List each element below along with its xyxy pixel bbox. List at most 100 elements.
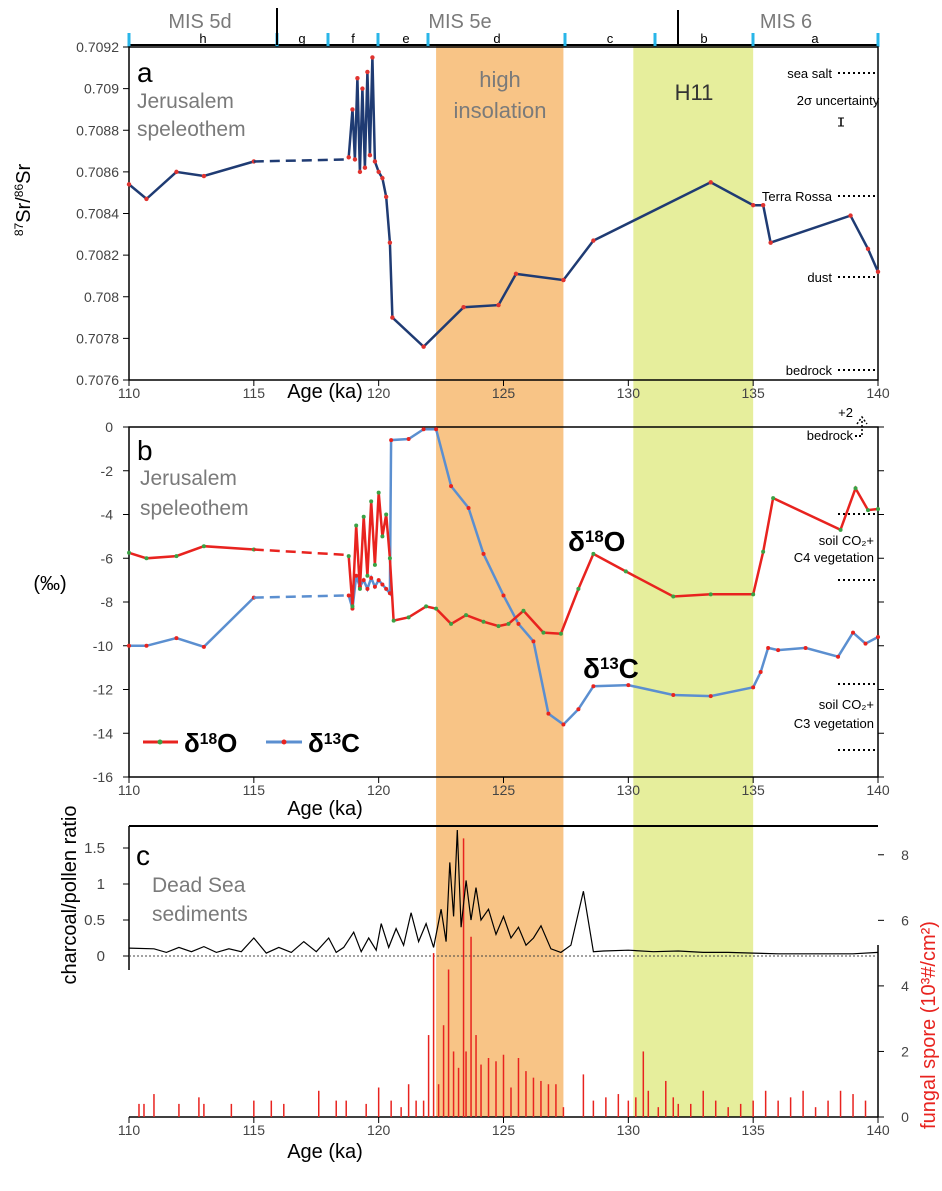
sr-annotation-3: Terra Rossa bbox=[762, 189, 833, 204]
d18o-data-point bbox=[771, 496, 776, 501]
d18o-data-point bbox=[372, 562, 377, 567]
d13c-data-point bbox=[369, 575, 374, 580]
d13c-data-point bbox=[531, 639, 536, 644]
d13c-curve-label-part: C bbox=[619, 653, 639, 684]
d18o-data-point bbox=[365, 573, 370, 578]
sr-data-point bbox=[376, 169, 381, 175]
d13c-data-point bbox=[851, 630, 856, 635]
d18o-curve-label-part: O bbox=[604, 526, 626, 557]
substage-label: e bbox=[402, 31, 409, 46]
sr-data-point bbox=[421, 344, 426, 349]
b-annotation-c3-line2: C3 vegetation bbox=[794, 716, 874, 731]
sr-data-point bbox=[750, 202, 756, 208]
d13c-data-point bbox=[546, 711, 551, 716]
x-tick-label: 110 bbox=[118, 782, 141, 798]
d18o-curve-label: δ18O bbox=[568, 526, 625, 557]
d13c-data-point bbox=[766, 645, 771, 650]
d18o-data-point bbox=[708, 592, 713, 597]
d18o-curve-label-part: δ bbox=[568, 526, 585, 557]
sr-data-point bbox=[561, 277, 566, 283]
legend-d13c-label-part: C bbox=[341, 728, 360, 758]
d18o-data-point bbox=[361, 514, 366, 519]
d18o-data-point bbox=[369, 499, 374, 504]
d13c-data-point bbox=[501, 593, 506, 598]
panel-a-annotation-1: Jerusalem bbox=[137, 90, 234, 113]
y-tick-label: 0.709 bbox=[84, 81, 119, 97]
d13c-data-point bbox=[361, 578, 366, 583]
y2-tick-label: 0 bbox=[901, 1109, 909, 1125]
d13c-data-point bbox=[591, 684, 596, 689]
b-annotation-c3-line1: soil CO₂+ bbox=[819, 697, 874, 712]
b-annotation-plus2: +2 bbox=[838, 405, 853, 420]
d18o-data-point bbox=[434, 606, 439, 611]
d18o-data-point bbox=[541, 630, 546, 635]
d13c-data-point bbox=[380, 582, 385, 587]
d18o-data-point bbox=[761, 549, 766, 554]
d18o-data-point bbox=[521, 608, 526, 613]
substage-label: a bbox=[811, 31, 819, 46]
sr-data-point bbox=[848, 213, 853, 218]
y-tick-label: 0.7086 bbox=[76, 164, 119, 180]
insolation-label-line2: insolation bbox=[454, 98, 547, 123]
d18o-data-point bbox=[838, 527, 843, 532]
panel-b-annotation-2: speleothem bbox=[140, 497, 249, 520]
y2-tick-label: 4 bbox=[901, 978, 909, 994]
d18o-data-point bbox=[671, 594, 676, 599]
insolation-label-line1: high bbox=[479, 67, 521, 92]
d13c-series-line bbox=[253, 594, 349, 599]
x-tick-label: 130 bbox=[617, 782, 641, 798]
x-tick-label: 125 bbox=[492, 385, 516, 401]
sr-data-point bbox=[350, 107, 355, 112]
panel-c-annotation-2: sediments bbox=[152, 903, 248, 926]
y-tick-label: -14 bbox=[93, 725, 113, 741]
d13c-data-point bbox=[836, 654, 841, 659]
panel-c: 0 0.5 1 1.5 0 2 4 6 8 110 115 120 125 130 135 140 Age (k… bbox=[59, 806, 940, 1164]
d18o-data-point bbox=[127, 550, 131, 555]
legend-d18o-label-part: O bbox=[217, 728, 237, 758]
y-axis-label-c: charcoal/pollen ratio bbox=[59, 806, 81, 985]
d13c-curve-label-part: 13 bbox=[600, 654, 619, 673]
d13c-data-point bbox=[751, 685, 756, 690]
d13c-data-point bbox=[516, 621, 521, 626]
d18o-data-point bbox=[391, 618, 396, 623]
panel-letter-b: b bbox=[137, 435, 153, 466]
substage-label: b bbox=[700, 31, 707, 46]
panel-a: 0.7076 0.7078 0.708 0.7082 0.7084 0.7086 0.708… bbox=[12, 39, 890, 403]
d18o-data-point bbox=[144, 556, 149, 561]
y-tick-label: 0.7076 bbox=[76, 372, 119, 388]
y-tick-label: 0.708 bbox=[84, 289, 119, 305]
sr-series-line bbox=[253, 158, 349, 163]
panel-a-annotation-2: speleothem bbox=[137, 118, 246, 141]
x-tick-label: 115 bbox=[243, 782, 266, 798]
d18o-data-point bbox=[623, 569, 628, 574]
sr-annotation-1: sea salt bbox=[787, 66, 832, 81]
y-axis-label-a: 87Sr/86Sr bbox=[12, 164, 35, 237]
b-annotation-c4-line2: C4 vegetation bbox=[794, 550, 874, 565]
y-tick-label: -12 bbox=[93, 682, 113, 698]
y-tick-label: 1.5 bbox=[84, 840, 105, 857]
d13c-data-point bbox=[708, 694, 713, 699]
d18o-data-point bbox=[354, 523, 359, 528]
x-tick-label: 140 bbox=[866, 1122, 890, 1138]
d18o-data-point bbox=[424, 604, 429, 609]
d18o-data-point bbox=[380, 534, 385, 539]
x-tick-label: 120 bbox=[367, 385, 391, 401]
d13c-data-point bbox=[389, 438, 394, 443]
y-tick-label: 1 bbox=[97, 876, 105, 893]
x-tick-label: 135 bbox=[741, 385, 765, 401]
y-tick-label: -10 bbox=[93, 638, 113, 654]
d13c-data-point bbox=[434, 427, 439, 432]
sr-data-point bbox=[461, 304, 466, 310]
d18o-data-point bbox=[201, 544, 206, 549]
y-tick-label: 0.7088 bbox=[76, 122, 119, 138]
legend-d13c-label: δ13C bbox=[308, 728, 360, 758]
d13c-data-point bbox=[365, 586, 370, 591]
d13c-data-point bbox=[481, 551, 486, 556]
d13c-data-point bbox=[406, 437, 411, 442]
sr-data-point bbox=[360, 86, 365, 91]
d13c-data-point bbox=[384, 586, 389, 591]
d18o-data-point bbox=[387, 556, 392, 561]
sr-data-point bbox=[380, 175, 385, 181]
y-tick-label: 0.5 bbox=[84, 912, 105, 929]
